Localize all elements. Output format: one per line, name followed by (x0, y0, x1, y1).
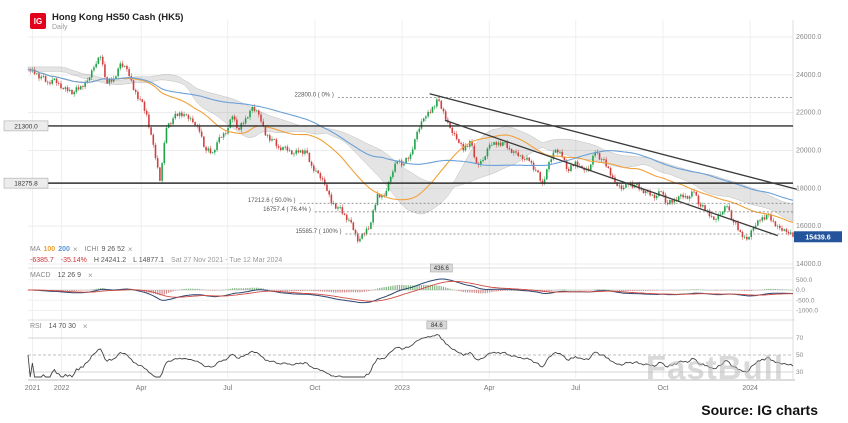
svg-text:Apr: Apr (484, 385, 496, 392)
macd-label: MACD (30, 272, 51, 279)
price-level-tag (3, 177, 49, 189)
ma-slow-param: 200 (58, 246, 70, 253)
svg-text:50: 50 (796, 352, 804, 359)
time-axis: 2021 2022 Apr Jul Oct 2023 Apr Jul Oct 2024 (25, 385, 758, 392)
change-value: -6385.7 (30, 257, 54, 264)
ichi-params: 9 26 52 (101, 246, 125, 253)
ma-label: MA (30, 246, 41, 253)
svg-text:2023: 2023 (394, 385, 410, 392)
svg-text:15585.7 ( 100% ): 15585.7 ( 100% ) (295, 229, 341, 235)
svg-text:20000.0: 20000.0 (796, 148, 821, 155)
ichimoku-cloud (27, 66, 794, 222)
svg-text:2021: 2021 (25, 385, 41, 392)
svg-text:-500.0: -500.0 (796, 297, 815, 304)
gridlines (28, 20, 795, 381)
fastbull-watermark: FastBull (645, 349, 784, 386)
macd-peak-badge (430, 263, 453, 273)
rsi-close-icon[interactable]: × (82, 322, 88, 331)
svg-text:84.6: 84.6 (431, 323, 443, 329)
timeframe-label: Daily (52, 24, 68, 31)
rsi-peak-badge (426, 320, 448, 330)
rsi-label: RSI (30, 323, 42, 330)
svg-text:22000.0: 22000.0 (796, 110, 821, 117)
range-low: L 14877.1 (133, 257, 165, 264)
svg-text:2024: 2024 (742, 385, 758, 392)
price-axis: 26000.0 24000.0 22000.0 20000.0 18000.0 16000… (796, 34, 821, 268)
ichi-close-icon[interactable]: × (127, 245, 133, 254)
candlestick-series (29, 54, 794, 244)
ma-legend: MA 100 200 × (30, 245, 78, 254)
instrument-title: Hong Kong HS50 Cash (HK5) (52, 12, 184, 23)
date-range: Sat 27 Nov 2021 - Tue 12 Mar 2024 (171, 257, 283, 264)
indicator-legend-row: MA 100 200 × ICHI 9 26 52 × (30, 245, 133, 254)
macd-legend: MACD 12 26 9 × (30, 271, 93, 280)
change-percent: -35.14% (60, 257, 87, 264)
ma-fast-param: 100 (43, 246, 56, 253)
svg-text:16757.4 ( 76.4% ): 16757.4 ( 76.4% ) (263, 207, 311, 213)
macd-params: 12 26 9 (57, 272, 81, 279)
svg-text:26000.0: 26000.0 (796, 34, 821, 41)
rsi-panel: 70 50 30 84.6 (27, 320, 804, 378)
svg-text:16000.0: 16000.0 (796, 223, 821, 230)
rsi-params: 14 70 30 (48, 323, 76, 330)
svg-text:70: 70 (796, 335, 804, 342)
svg-text:17212.6 ( 50.0% ): 17212.6 ( 50.0% ) (248, 198, 296, 204)
trendlines (429, 93, 797, 237)
svg-text:Jul: Jul (223, 385, 232, 392)
range-high: H 24241.2 (93, 257, 127, 264)
svg-text:436.6: 436.6 (434, 266, 450, 272)
ma-close-icon[interactable]: × (72, 245, 78, 254)
ichi-label: ICHI (84, 246, 99, 253)
svg-text:18275.8: 18275.8 (14, 181, 38, 188)
svg-text:18000.0: 18000.0 (796, 185, 821, 192)
svg-text:Oct: Oct (309, 385, 320, 392)
svg-text:21300.0: 21300.0 (14, 123, 38, 130)
range-stats-row: -6385.7 -35.14% H 24241.2 L 14877.1 Sat … (30, 257, 282, 264)
drawn-levels: 21300.0 18275.8 (3, 120, 793, 189)
svg-text:30: 30 (796, 369, 804, 376)
macd-panel: 500.0 0.0 -500.0 -1000.0 436.6 (27, 263, 818, 315)
svg-text:24000.0: 24000.0 (796, 72, 821, 79)
svg-text:Apr: Apr (136, 385, 148, 392)
svg-text:Jul: Jul (571, 385, 580, 392)
svg-text:Oct: Oct (658, 385, 669, 392)
macd-close-icon[interactable]: × (87, 271, 93, 280)
svg-text:22800.0 ( 0% ): 22800.0 ( 0% ) (294, 93, 333, 99)
svg-text:500.0: 500.0 (796, 277, 813, 284)
ig-logo-text: IG (33, 16, 43, 26)
svg-text:14000.0: 14000.0 (796, 261, 821, 268)
ichimoku-legend: ICHI 9 26 52 × (84, 245, 133, 254)
svg-text:0.0: 0.0 (796, 287, 805, 294)
source-caption: Source: IG charts (701, 402, 818, 418)
rsi-legend: RSI 14 70 30 × (30, 322, 88, 331)
chart-header: IG Hong Kong HS50 Cash (HK5) Daily (30, 13, 183, 31)
svg-text:-1000.0: -1000.0 (796, 308, 818, 315)
svg-text:15439.6: 15439.6 (805, 234, 830, 241)
svg-text:2022: 2022 (54, 385, 70, 392)
last-price-tag: 15439.6 (794, 231, 842, 243)
moving-averages (27, 68, 794, 224)
price-level-tag (3, 120, 49, 132)
ig-logo: IG (30, 13, 46, 29)
fibonacci-levels: 22800.0 ( 0% ) 17212.6 ( 50.0% ) 16757.4 (… (248, 93, 793, 235)
